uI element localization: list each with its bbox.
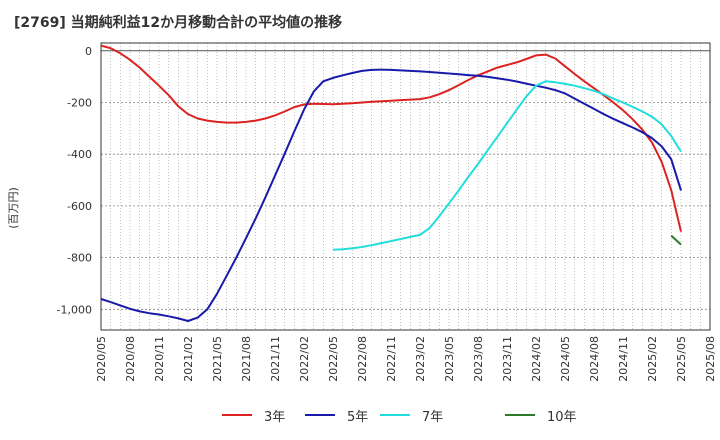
y-tick-labels: 0 -200 -400 -600 -800 -1,000	[57, 45, 92, 317]
x-tick-label: 2025/05	[675, 336, 688, 382]
y-tick-label: -400	[67, 148, 92, 161]
y-tick-label: -600	[67, 200, 92, 213]
legend-label: 7年	[422, 409, 444, 425]
x-tick-label: 2024/05	[559, 336, 572, 382]
x-tick-label: 2022/08	[356, 336, 369, 382]
legend-item: 3年	[222, 404, 285, 426]
series-line-3年	[100, 44, 682, 232]
x-tick-label: 2025/02	[646, 336, 659, 382]
plot-frame	[100, 42, 711, 331]
y-axis-label: (百万円)	[7, 187, 20, 229]
series-lines	[100, 44, 682, 322]
legend: 3年 5年 7年 10年	[0, 404, 720, 426]
x-tick-label: 2023/08	[472, 336, 485, 382]
series-line-5年	[100, 68, 682, 322]
legend-label: 3年	[264, 409, 286, 425]
x-tick-label: 2024/02	[530, 336, 543, 382]
x-tick-label: 2020/05	[95, 336, 108, 382]
x-tick-label: 2024/08	[588, 336, 601, 382]
x-tick-label: 2023/11	[501, 336, 514, 382]
chart-title: [2769] 当期純利益12か月移動合計の平均値の推移	[14, 15, 343, 31]
line-chart: 0-200-400-600-800-1,000 2020/05 2020/08 20…	[7, 42, 717, 382]
legend-item: 10年	[505, 404, 577, 426]
x-tick-label: 2022/02	[298, 336, 311, 382]
y-tick-label: -1,000	[57, 303, 92, 316]
x-tick-labels: 2020/05 2020/08 2020/11 2021/02 2021/05 2021/…	[95, 336, 717, 382]
legend-swatch	[505, 414, 535, 416]
legend-swatch	[222, 414, 252, 416]
grid	[100, 43, 711, 330]
x-tick-label: 2022/05	[327, 336, 340, 382]
x-tick-label: 2025/08	[704, 336, 717, 382]
x-tick-label: 2021/08	[240, 336, 253, 382]
x-tick-label: 2023/05	[443, 336, 456, 382]
x-tick-label: 2020/11	[153, 336, 166, 382]
axes	[100, 42, 711, 331]
x-tick-label: 2022/11	[385, 336, 398, 382]
legend-swatch	[305, 414, 335, 416]
x-tick-label: 2020/08	[124, 336, 137, 382]
legend-item: 7年	[380, 404, 443, 426]
legend-label: 10年	[547, 409, 577, 425]
x-tick-label: 2024/11	[617, 336, 630, 382]
x-tick-label: 2023/02	[414, 336, 427, 382]
y-tick-label: -800	[67, 252, 92, 265]
x-tick-label: 2021/05	[211, 336, 224, 382]
y-tick-label: -200	[67, 96, 92, 109]
legend-swatch	[380, 414, 410, 416]
legend-label: 5年	[347, 409, 369, 425]
x-tick-label: 2021/02	[182, 336, 195, 382]
series-line-7年	[332, 80, 682, 251]
x-tick-label: 2021/11	[269, 336, 282, 382]
y-tick-label: 0	[85, 45, 92, 58]
legend-item: 5年	[305, 404, 368, 426]
series-line-10年	[670, 234, 682, 246]
